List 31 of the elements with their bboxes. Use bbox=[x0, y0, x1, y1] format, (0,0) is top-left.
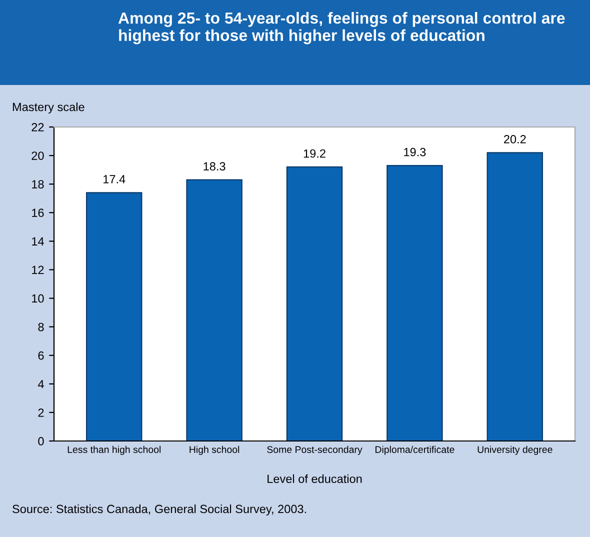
bar bbox=[86, 192, 142, 441]
data-label: 18.3 bbox=[204, 162, 226, 171]
x-tick-label: University degree bbox=[478, 446, 552, 455]
x-tick-label: Less than high school bbox=[68, 446, 160, 455]
bar bbox=[186, 179, 242, 441]
data-label: 20.2 bbox=[504, 135, 526, 144]
x-axis-title: Level of education bbox=[268, 474, 362, 484]
data-label: 19.3 bbox=[404, 148, 426, 156]
y-tick-label: 18 bbox=[32, 180, 44, 188]
x-tick-label: Some Post-secondary bbox=[267, 446, 362, 455]
y-tick-label: 12 bbox=[32, 266, 44, 274]
bar bbox=[486, 152, 543, 441]
y-tick-label: 6 bbox=[38, 351, 44, 360]
y-tick-label: 16 bbox=[32, 208, 44, 218]
x-tick-label: High school bbox=[190, 446, 240, 455]
y-tick-label: 22 bbox=[32, 123, 44, 132]
bar bbox=[386, 164, 443, 441]
data-label: 19.2 bbox=[304, 149, 326, 158]
source-note: Source: Statistics Canada, General Social Survey, 2003. bbox=[12, 504, 306, 516]
y-tick-label: 10 bbox=[32, 294, 44, 303]
y-tick-label: 0 bbox=[38, 437, 44, 446]
data-label: 17.4 bbox=[104, 175, 126, 184]
y-tick-label: 4 bbox=[38, 380, 44, 388]
x-tick-label: Diploma/certificate bbox=[376, 446, 454, 455]
y-tick-label: 8 bbox=[38, 322, 44, 332]
y-tick-label: 14 bbox=[32, 237, 44, 246]
bar bbox=[286, 166, 343, 441]
y-tick-label: 20 bbox=[32, 152, 44, 160]
y-axis-title: Mastery scale bbox=[12, 102, 84, 114]
y-tick-label: 2 bbox=[38, 408, 44, 417]
chart-title: Among 25- to 54-year-olds, feelings of personal control are highest for those with higher levels of education bbox=[118, 12, 565, 44]
